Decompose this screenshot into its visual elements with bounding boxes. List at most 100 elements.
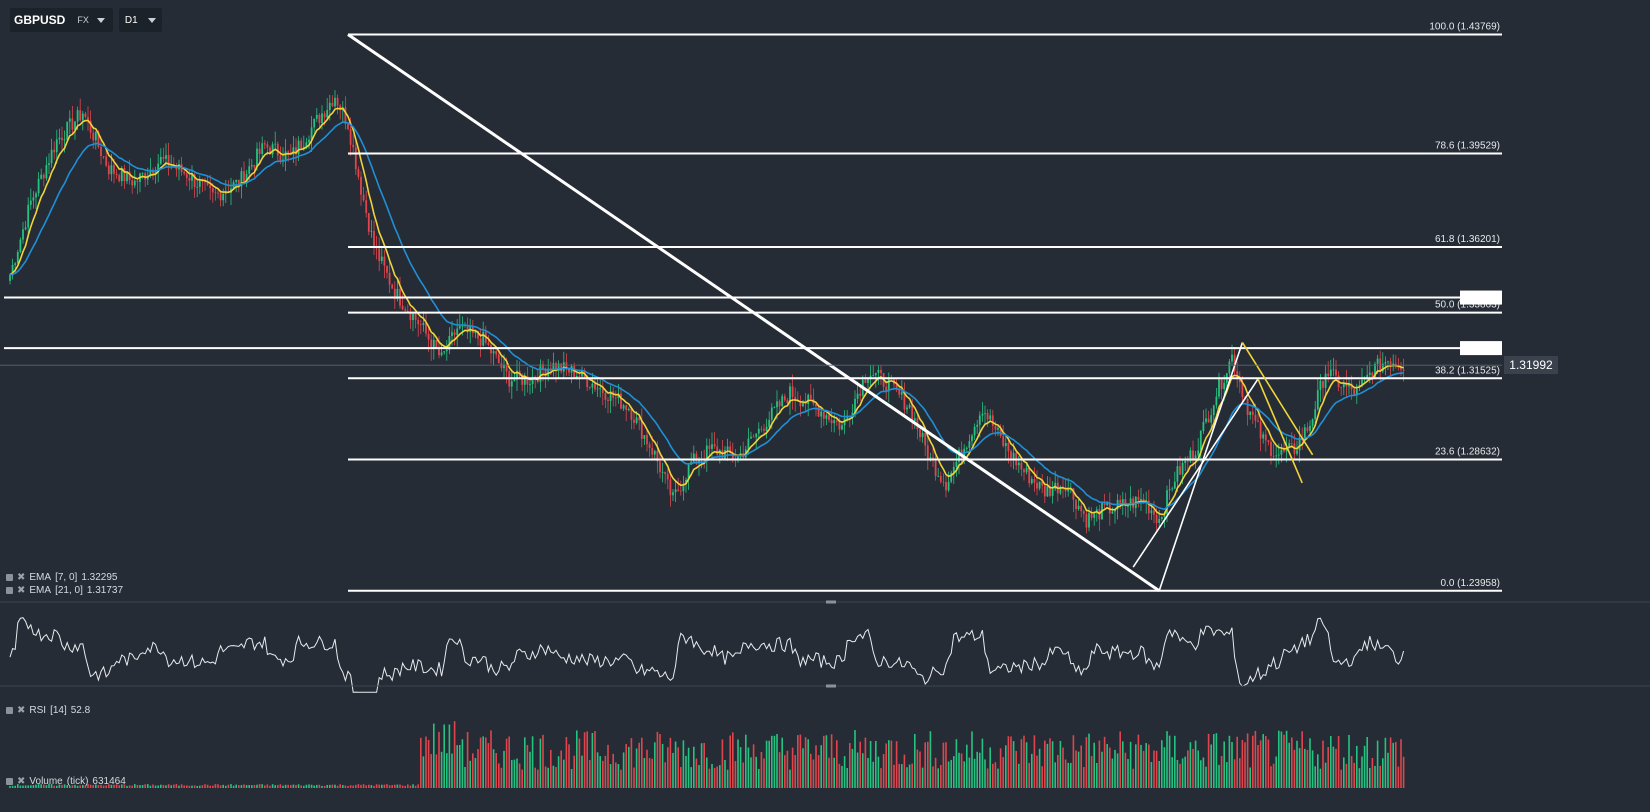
candle-body	[76, 110, 79, 122]
volume-bar	[940, 765, 942, 788]
rsi-label: RSI	[29, 705, 47, 716]
candle-body	[219, 192, 222, 201]
volume-bar	[141, 784, 144, 788]
candle-body	[24, 227, 27, 230]
fib-levels-layer[interactable]: 100.0 (1.43769) 78.6 (1.39529) 61.8 (1.362…	[4, 21, 1502, 592]
candle-body	[87, 117, 89, 121]
volume-bar	[908, 764, 911, 788]
candle-body	[575, 375, 578, 378]
ema21-line	[9, 121, 1404, 510]
volume-bar	[92, 785, 94, 788]
volume-bar	[734, 761, 737, 788]
candle-body	[669, 479, 672, 496]
candle-body	[29, 200, 32, 205]
volume-bar	[1239, 758, 1241, 788]
candle-body	[362, 194, 365, 201]
volume-bar	[960, 753, 963, 788]
volume-bar	[1161, 740, 1163, 788]
volume-bar	[435, 754, 438, 788]
candle-body	[1311, 419, 1314, 426]
volume-bar	[128, 785, 131, 788]
candle-body	[45, 165, 48, 179]
volume-bar	[927, 741, 929, 788]
candle-body	[1077, 505, 1080, 510]
drawings-layer[interactable]	[0, 33, 1502, 592]
candle-body	[1241, 382, 1244, 398]
chevron-down-icon[interactable]	[96, 17, 105, 23]
volume-bar	[225, 785, 227, 788]
volume-bar	[968, 757, 971, 788]
volume-bar	[381, 784, 383, 788]
volume-bar	[1343, 757, 1345, 788]
volume-bar	[1309, 738, 1311, 788]
volume-bar	[446, 753, 448, 788]
volume-bar	[921, 767, 924, 788]
candle-body	[133, 180, 136, 186]
volume-bar	[383, 784, 386, 788]
candle-body	[516, 370, 518, 380]
volume-bar	[659, 734, 661, 788]
candle-body	[131, 180, 134, 186]
volume-bar	[87, 784, 89, 788]
candle-body	[1236, 371, 1239, 378]
candle-body	[1129, 498, 1132, 506]
volume-bar	[336, 785, 339, 788]
candle-body	[724, 449, 726, 459]
timeframe-selector[interactable]: D1	[118, 8, 162, 32]
volume-bar	[1179, 763, 1181, 788]
close-icon[interactable]: ✖	[17, 585, 26, 596]
legend-volume: ✖ Volume (tick) 631464	[6, 776, 126, 787]
candle-body	[1335, 369, 1337, 376]
candle-body	[768, 419, 771, 427]
toolbar: GBPUSD FX D1	[10, 8, 162, 32]
candle-body	[1189, 450, 1192, 462]
candle-body	[687, 464, 690, 480]
candle-body	[838, 421, 841, 430]
candle-body	[458, 326, 461, 329]
candle-body	[1238, 377, 1241, 383]
volume-bar	[1184, 756, 1186, 788]
candle-body	[963, 448, 966, 459]
candle-body	[456, 328, 459, 336]
volume-bar	[638, 742, 640, 788]
candle-body	[1374, 363, 1376, 379]
settings-icon[interactable]	[6, 574, 13, 581]
candle-body	[1212, 405, 1215, 416]
symbol-selector[interactable]: GBPUSD FX	[10, 8, 113, 32]
volume-bar	[994, 762, 997, 788]
volume-bar	[1119, 731, 1121, 788]
close-icon[interactable]: ✖	[17, 776, 26, 787]
volume-bar	[269, 785, 271, 788]
volume-bar	[1280, 731, 1283, 788]
close-icon[interactable]: ✖	[17, 572, 26, 583]
close-icon[interactable]: ✖	[17, 705, 26, 716]
candle-body	[74, 121, 76, 130]
volume-bar	[1090, 755, 1093, 788]
candle-body	[97, 132, 100, 147]
candle-body	[1181, 462, 1184, 475]
volume-bar	[157, 785, 159, 788]
settings-icon[interactable]	[6, 778, 13, 785]
volume-bar	[947, 761, 950, 788]
volume-bar	[1231, 741, 1233, 788]
volume-bar	[945, 742, 947, 788]
volume-bar	[1067, 762, 1069, 788]
volume-bar	[56, 785, 58, 788]
chevron-down-icon[interactable]	[147, 17, 156, 23]
pane-separators[interactable]	[0, 600, 1650, 688]
settings-icon[interactable]	[6, 587, 13, 594]
volume-bar	[451, 753, 453, 788]
volume-bar	[404, 785, 406, 788]
ema7-value: 1.32295	[81, 572, 118, 583]
candle-body	[1095, 509, 1098, 512]
volume-bar	[1168, 735, 1171, 788]
settings-icon[interactable]	[6, 707, 13, 714]
volume-bar	[573, 755, 575, 788]
volume-bar	[890, 740, 893, 788]
volume-bar	[521, 769, 523, 788]
candle-body	[386, 265, 388, 273]
candle-body	[105, 156, 108, 166]
candle-body	[630, 408, 633, 420]
